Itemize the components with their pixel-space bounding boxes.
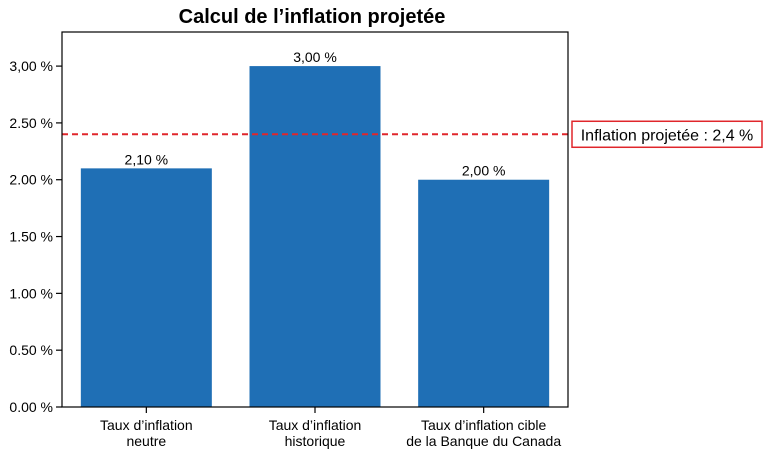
x-tick-label: Taux d’inflation cible <box>421 417 547 433</box>
bar <box>249 66 381 407</box>
x-tick-label: historique <box>285 433 346 449</box>
bar-data-label: 2,10 % <box>125 151 169 167</box>
y-tick-label: 1.00 % <box>9 285 53 301</box>
reference-layer: Inflation projetée : 2,4 % <box>62 120 763 149</box>
projected-inflation-label-box <box>571 120 763 149</box>
axis-layer: 0.00 % 0.50 % 1.00 % 1.50 % 2.00 % 2.50 % 3,00… <box>9 58 561 449</box>
bars-layer: 2,10 % 3,00 % 2,00 % <box>80 49 550 407</box>
y-tick-label: 2.50 % <box>9 115 53 131</box>
x-tick-label: Taux d’inflation <box>100 417 193 433</box>
y-tick-label: 1.50 % <box>9 229 53 245</box>
x-tick-label: neutre <box>126 433 166 449</box>
bar-data-label: 2,00 % <box>462 163 506 179</box>
x-tick-label: de la Banque du Canada <box>406 433 561 449</box>
bar <box>80 168 212 407</box>
bar-data-label: 3,00 % <box>293 49 337 65</box>
bar <box>418 179 550 407</box>
y-tick-label: 0.50 % <box>9 342 53 358</box>
y-tick-label: 3,00 % <box>9 58 53 74</box>
chart-title: Calcul de l’inflation projetée <box>179 6 446 28</box>
x-tick-label: Taux d’inflation <box>269 417 362 433</box>
y-tick-label: 2.00 % <box>9 172 53 188</box>
y-tick-label: 0.00 % <box>9 399 53 415</box>
projected-inflation-label: Inflation projetée : 2,4 % <box>581 127 754 144</box>
